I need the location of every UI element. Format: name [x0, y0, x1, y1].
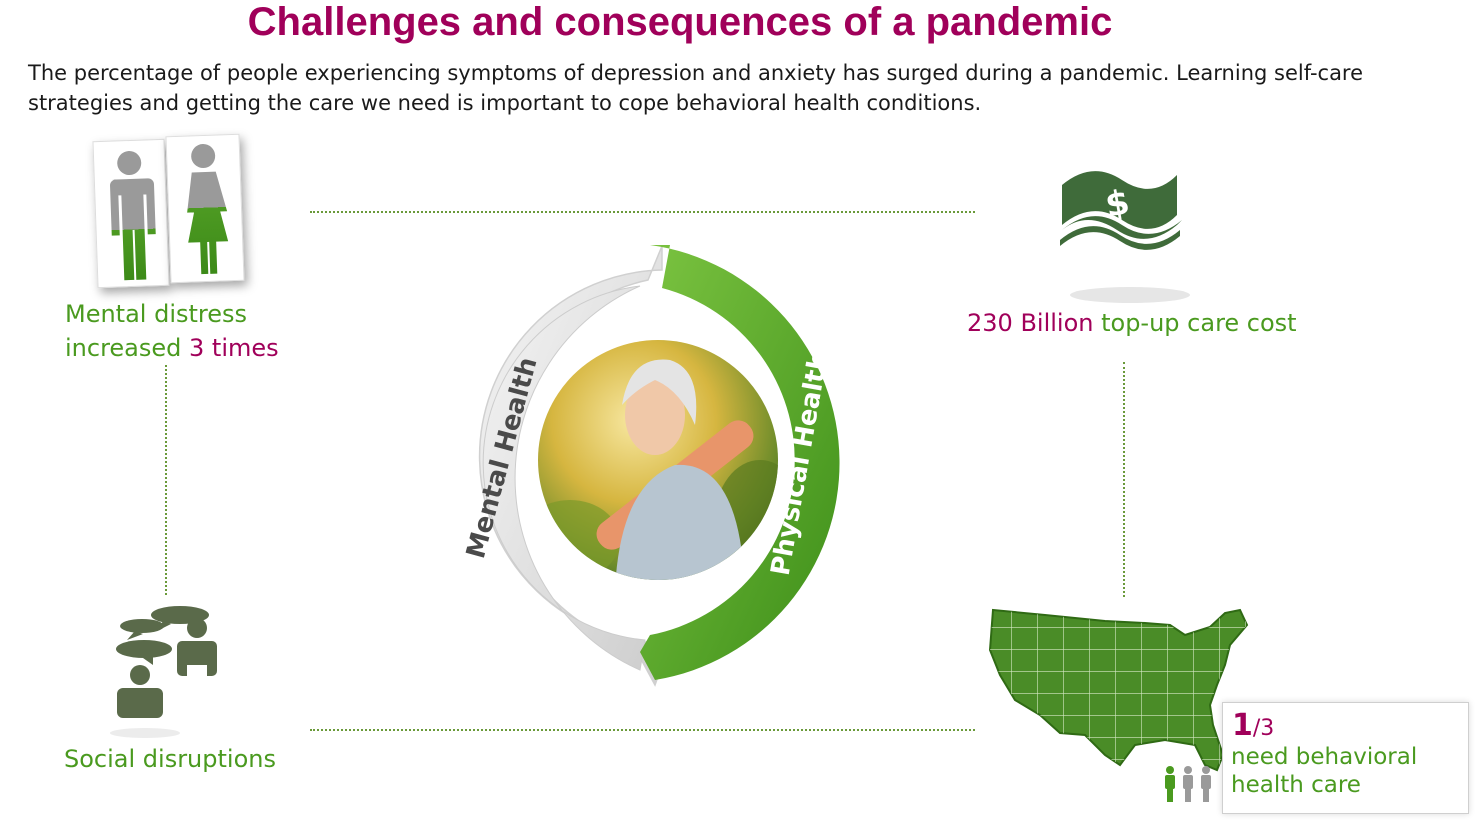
man-gauge-icon	[110, 151, 156, 281]
money-icon: $	[1060, 171, 1190, 303]
left-connector	[165, 365, 167, 595]
bottom-connector	[310, 729, 975, 731]
care-cost-label: 230 Billion top-up care cost	[967, 306, 1297, 340]
top-connector	[310, 211, 975, 213]
social-disruptions-label: Social disruptions	[64, 745, 276, 773]
mental-distress-label-line1: Mental distress	[65, 300, 248, 328]
health-cycle-diagram: Mental Health Physical Health	[461, 245, 840, 687]
behavioral-care-callout	[1222, 702, 1469, 814]
mental-distress-label-line2: increased 3 times	[65, 331, 279, 365]
right-connector	[1123, 362, 1125, 597]
woman-gauge-icon	[187, 144, 229, 275]
need-care-line2: health care	[1231, 772, 1361, 798]
man-gauge-card	[92, 138, 170, 289]
fraction-numerator: 1	[1232, 708, 1253, 743]
fraction-label: 1/3	[1232, 708, 1274, 747]
physical-health-arc	[640, 245, 840, 680]
need-care-line1: need behavioral	[1231, 744, 1418, 770]
usa-map-icon	[988, 608, 1249, 772]
social-chat-icon	[110, 606, 217, 738]
page-title: Challenges and consequences of a pandemi…	[247, 0, 1113, 44]
woman-gauge-card	[165, 133, 245, 284]
people-ratio-icon	[1165, 766, 1211, 802]
care-cost-text: top-up care cost	[1093, 309, 1297, 337]
fraction-denominator: /3	[1252, 716, 1275, 741]
increased-text: increased	[65, 334, 190, 362]
billion-amount: 230 Billion	[967, 309, 1094, 337]
three-times-text: 3 times	[189, 334, 279, 362]
intro-paragraph: The percentage of people experiencing sy…	[28, 61, 1364, 115]
